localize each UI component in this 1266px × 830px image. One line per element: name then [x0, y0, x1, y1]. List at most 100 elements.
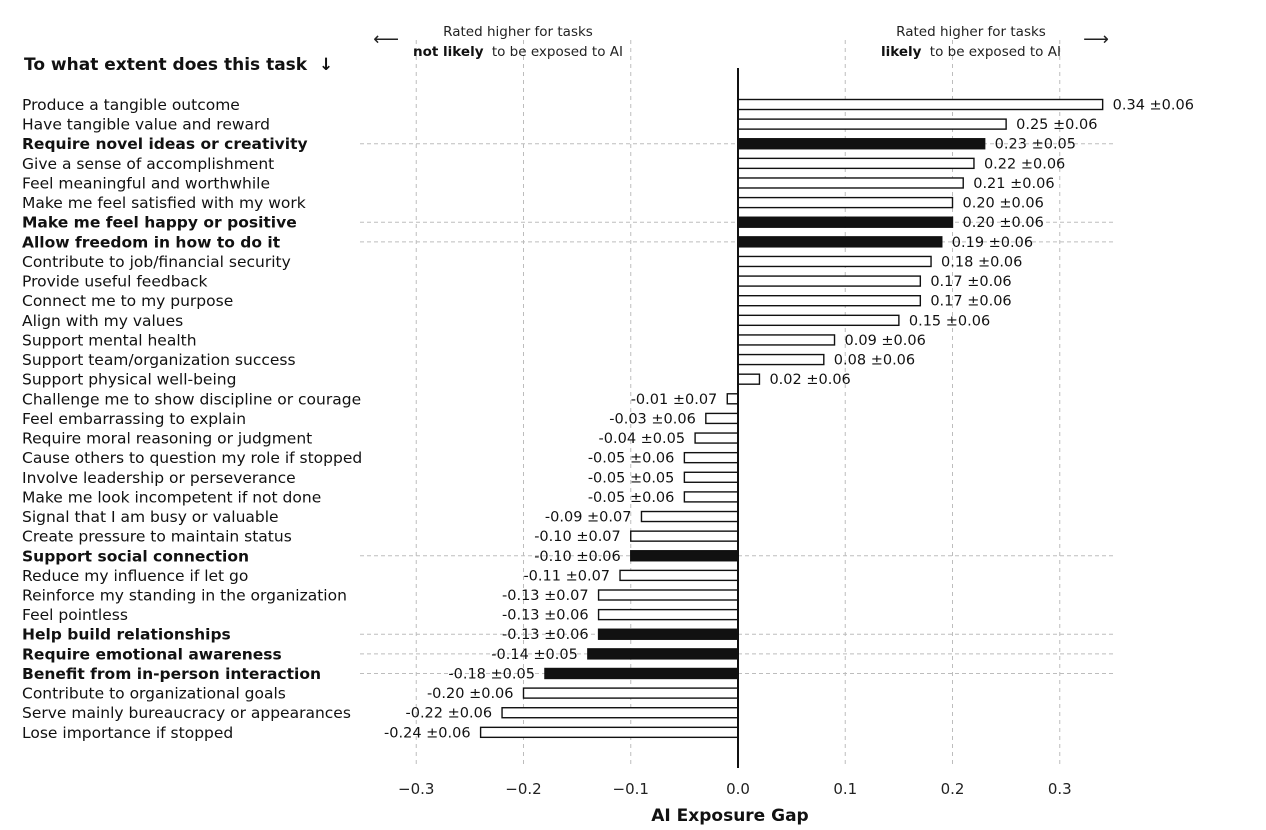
category-label: Have tangible value and reward	[22, 116, 270, 134]
value-label: 0.02 ±0.06	[769, 372, 850, 388]
category-label: Challenge me to show discipline or coura…	[22, 390, 361, 408]
value-label: -0.04 ±0.05	[599, 431, 686, 447]
category-label: Contribute to organizational goals	[22, 685, 286, 703]
bar	[737, 216, 954, 228]
category-label: Allow freedom in how to do it	[22, 233, 281, 251]
annotation-right-line1: Rated higher for tasks	[896, 24, 1046, 40]
bar	[597, 589, 739, 601]
value-label: -0.03 ±0.06	[609, 411, 696, 427]
value-label: -0.18 ±0.05	[448, 666, 535, 682]
category-label: Reduce my influence if let go	[22, 567, 248, 585]
bar	[640, 510, 739, 523]
right-arrow-icon: ⟶	[1083, 29, 1109, 50]
x-tick-label: −0.3	[398, 780, 434, 798]
category-label: Require moral reasoning or judgment	[22, 430, 312, 448]
bar	[737, 334, 836, 346]
value-label: -0.10 ±0.06	[534, 549, 621, 565]
bar	[737, 177, 964, 189]
x-tick-label: −0.1	[613, 780, 649, 798]
category-label: Make me feel satisfied with my work	[22, 194, 306, 212]
bar	[630, 550, 739, 562]
category-label: Lose importance if stopped	[22, 724, 233, 742]
x-tick-label: 0.2	[941, 780, 965, 798]
value-label: -0.05 ±0.06	[588, 451, 675, 467]
bar	[544, 667, 739, 680]
annotation-left-line2: not likely to be exposed to AI	[413, 44, 623, 60]
category-label: Require novel ideas or creativity	[22, 135, 308, 153]
category-label: Serve mainly bureaucracy or appearances	[22, 704, 351, 722]
bar	[683, 471, 739, 483]
down-arrow-icon: ↓	[319, 55, 333, 75]
value-label: -0.14 ±0.05	[491, 647, 578, 663]
value-label: 0.15 ±0.06	[909, 313, 990, 329]
bar	[587, 648, 739, 660]
bar	[737, 98, 1104, 111]
category-label: Support physical well-being	[22, 371, 236, 389]
category-label: Support team/organization success	[22, 351, 296, 369]
x-tick-labels: −0.3 −0.2 −0.1 0.0 0.1 0.2 0.3	[398, 780, 1072, 798]
left-arrow-icon: ⟵	[373, 29, 399, 50]
value-label: 0.18 ±0.06	[941, 254, 1022, 270]
x-tick-label: 0.3	[1048, 780, 1072, 798]
category-label: Produce a tangible outcome	[22, 96, 240, 114]
value-label: -0.11 ±0.07	[523, 568, 610, 584]
value-label: -0.10 ±0.07	[534, 529, 621, 545]
x-axis-label: AI Exposure Gap	[651, 806, 808, 826]
category-labels: Produce a tangible outcome Have tangible …	[22, 96, 362, 742]
category-label: Provide useful feedback	[22, 273, 208, 291]
annotation-left-bold: not likely	[413, 44, 484, 60]
bar	[619, 569, 739, 582]
bar	[694, 432, 739, 444]
category-label: Feel meaningful and worthwhile	[22, 174, 270, 192]
value-label: -0.13 ±0.07	[502, 588, 589, 604]
bar	[737, 353, 825, 366]
category-label: Make me feel happy or positive	[22, 214, 297, 232]
category-label: Require emotional awareness	[22, 645, 282, 663]
bar	[683, 491, 739, 503]
bar	[501, 707, 739, 719]
annotation-right-bold: likely	[881, 44, 922, 60]
bar	[737, 295, 922, 307]
category-label: Align with my values	[22, 312, 183, 330]
category-label: Signal that I am busy or valuable	[22, 508, 279, 526]
value-label: -0.05 ±0.05	[588, 470, 675, 486]
category-label: Benefit from in-person interaction	[22, 665, 321, 683]
bar	[737, 138, 986, 150]
annotation-left-line1: Rated higher for tasks	[443, 24, 593, 40]
value-label: -0.24 ±0.06	[384, 725, 471, 741]
category-label: Feel embarrassing to explain	[22, 410, 246, 428]
category-label: Create pressure to maintain status	[22, 528, 292, 546]
value-label: 0.20 ±0.06	[963, 215, 1044, 231]
category-label: Reinforce my standing in the organizatio…	[22, 587, 347, 605]
question-text: To what extent does this task	[24, 55, 308, 75]
x-tick-label: 0.0	[726, 780, 750, 798]
value-label: -0.13 ±0.06	[502, 627, 589, 643]
category-label: Support mental health	[22, 331, 197, 349]
bar	[737, 196, 954, 209]
x-tick-label: −0.2	[505, 780, 541, 798]
bar	[630, 530, 739, 542]
category-label: Support social connection	[22, 547, 249, 565]
question-title: To what extent does this task ↓	[24, 55, 333, 75]
bar	[737, 314, 900, 327]
bar	[597, 628, 739, 640]
value-label: 0.17 ±0.06	[930, 294, 1011, 310]
bar	[737, 275, 922, 287]
bar	[737, 236, 943, 248]
annotation-right-line2: likely to be exposed to AI	[881, 44, 1061, 60]
category-label: Feel pointless	[22, 606, 128, 624]
value-label: -0.09 ±0.07	[545, 510, 632, 526]
x-tick-label: 0.1	[833, 780, 857, 798]
annotation-left-rest: to be exposed to AI	[492, 44, 623, 60]
bar	[737, 118, 1007, 130]
category-label: Cause others to question my role if stop…	[22, 449, 362, 467]
category-label: Give a sense of accomplishment	[22, 155, 274, 173]
bar	[737, 373, 761, 385]
value-label: -0.20 ±0.06	[427, 686, 514, 702]
value-label: 0.34 ±0.06	[1113, 98, 1194, 114]
annotation-right-rest: to be exposed to AI	[930, 44, 1061, 60]
value-label: 0.23 ±0.05	[995, 137, 1076, 153]
bar	[737, 157, 975, 170]
bar	[597, 608, 739, 621]
